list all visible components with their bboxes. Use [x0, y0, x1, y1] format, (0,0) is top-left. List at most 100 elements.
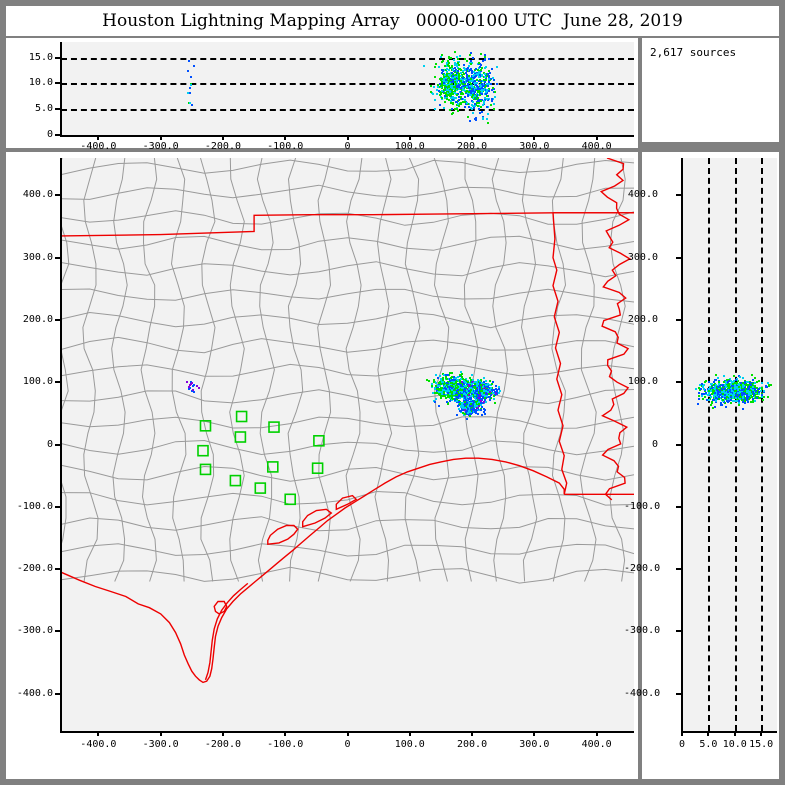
data-point [428, 379, 430, 382]
data-point [730, 402, 733, 405]
data-point [753, 395, 756, 398]
data-point [737, 379, 740, 382]
data-point [763, 390, 765, 393]
data-point [473, 81, 476, 84]
data-point [457, 84, 460, 87]
data-point [472, 90, 475, 93]
data-point [726, 390, 729, 393]
data-point [468, 90, 471, 93]
data-point [698, 391, 701, 394]
data-point [473, 77, 476, 80]
data-point [720, 396, 722, 399]
data-point [743, 384, 746, 387]
data-point [445, 375, 448, 377]
data-point [442, 384, 445, 387]
data-point [479, 68, 482, 71]
panel-altitude-vs-north-south: -400.0 -300.0 -200.0 -100.0 0 100.0 200.0 300.0… [624, 152, 779, 779]
data-point [459, 90, 462, 93]
data-point [704, 388, 707, 391]
data-point [459, 71, 462, 74]
data-point [753, 391, 756, 394]
data-point [470, 389, 472, 392]
data-point [460, 74, 463, 77]
data-point [473, 89, 476, 92]
data-point [749, 383, 752, 386]
data-point [465, 406, 468, 409]
map-xtick-label-6: 200.0 [457, 739, 488, 750]
data-point [465, 393, 467, 396]
data-point [713, 383, 716, 385]
data-point [701, 386, 704, 389]
data-point [443, 74, 446, 77]
data-point [470, 95, 473, 98]
data-point [463, 88, 465, 90]
data-point [473, 401, 476, 403]
data-point [741, 391, 744, 394]
data-point [484, 392, 487, 394]
data-point [438, 388, 441, 391]
data-point [460, 395, 463, 398]
data-point [463, 408, 466, 411]
data-point [476, 407, 479, 410]
data-point [754, 391, 757, 394]
data-point [738, 389, 741, 391]
data-point [191, 382, 194, 384]
source-count-label: 2,617 sources [650, 46, 737, 59]
data-point [451, 88, 454, 91]
data-point [478, 72, 481, 75]
data-point [474, 103, 477, 106]
data-point [457, 396, 460, 399]
data-point [448, 73, 451, 76]
data-point [484, 90, 487, 93]
data-point [738, 390, 741, 393]
data-point [717, 381, 720, 384]
data-point [746, 385, 749, 388]
data-point [466, 399, 468, 402]
data-point [724, 384, 727, 386]
map-ytick-label-0: -400.0 [16, 687, 53, 699]
data-point [190, 75, 193, 78]
data-point [738, 383, 741, 386]
data-point [725, 393, 728, 396]
data-point [493, 95, 496, 98]
data-point [460, 405, 463, 408]
data-point [437, 85, 440, 88]
data-point [483, 413, 486, 415]
data-point [744, 386, 747, 389]
data-point [442, 382, 445, 385]
data-point [746, 397, 749, 399]
map-ytick-0 [55, 692, 61, 695]
data-point [731, 391, 734, 394]
data-point [754, 389, 757, 392]
county-border-v [140, 158, 158, 582]
data-point [467, 386, 470, 389]
data-point [471, 87, 474, 90]
right-ytick-label-0: -400.0 [624, 687, 661, 699]
data-point [471, 93, 474, 96]
data-point [741, 388, 744, 391]
data-point [735, 382, 738, 384]
data-point [435, 384, 437, 387]
data-point [720, 402, 722, 405]
data-point [473, 72, 476, 75]
data-point [459, 380, 462, 383]
data-point [465, 412, 468, 415]
data-point [492, 78, 495, 81]
data-point [483, 73, 486, 76]
map-ytick-label-4: 0 [46, 438, 53, 450]
data-point [718, 390, 721, 393]
data-point [732, 393, 735, 396]
gridline-y-10 [61, 83, 634, 86]
data-point [499, 390, 502, 393]
data-point [466, 101, 469, 104]
map-xtick-label-5: 100.0 [394, 739, 425, 750]
right-ytick-6 [676, 318, 682, 321]
data-point [193, 390, 196, 393]
county-border-h [61, 543, 634, 557]
data-point [465, 401, 468, 404]
data-point [720, 389, 723, 392]
data-point [440, 392, 443, 395]
county-border-v [229, 158, 245, 582]
map-ytick-8 [55, 194, 61, 197]
data-point [711, 400, 714, 403]
